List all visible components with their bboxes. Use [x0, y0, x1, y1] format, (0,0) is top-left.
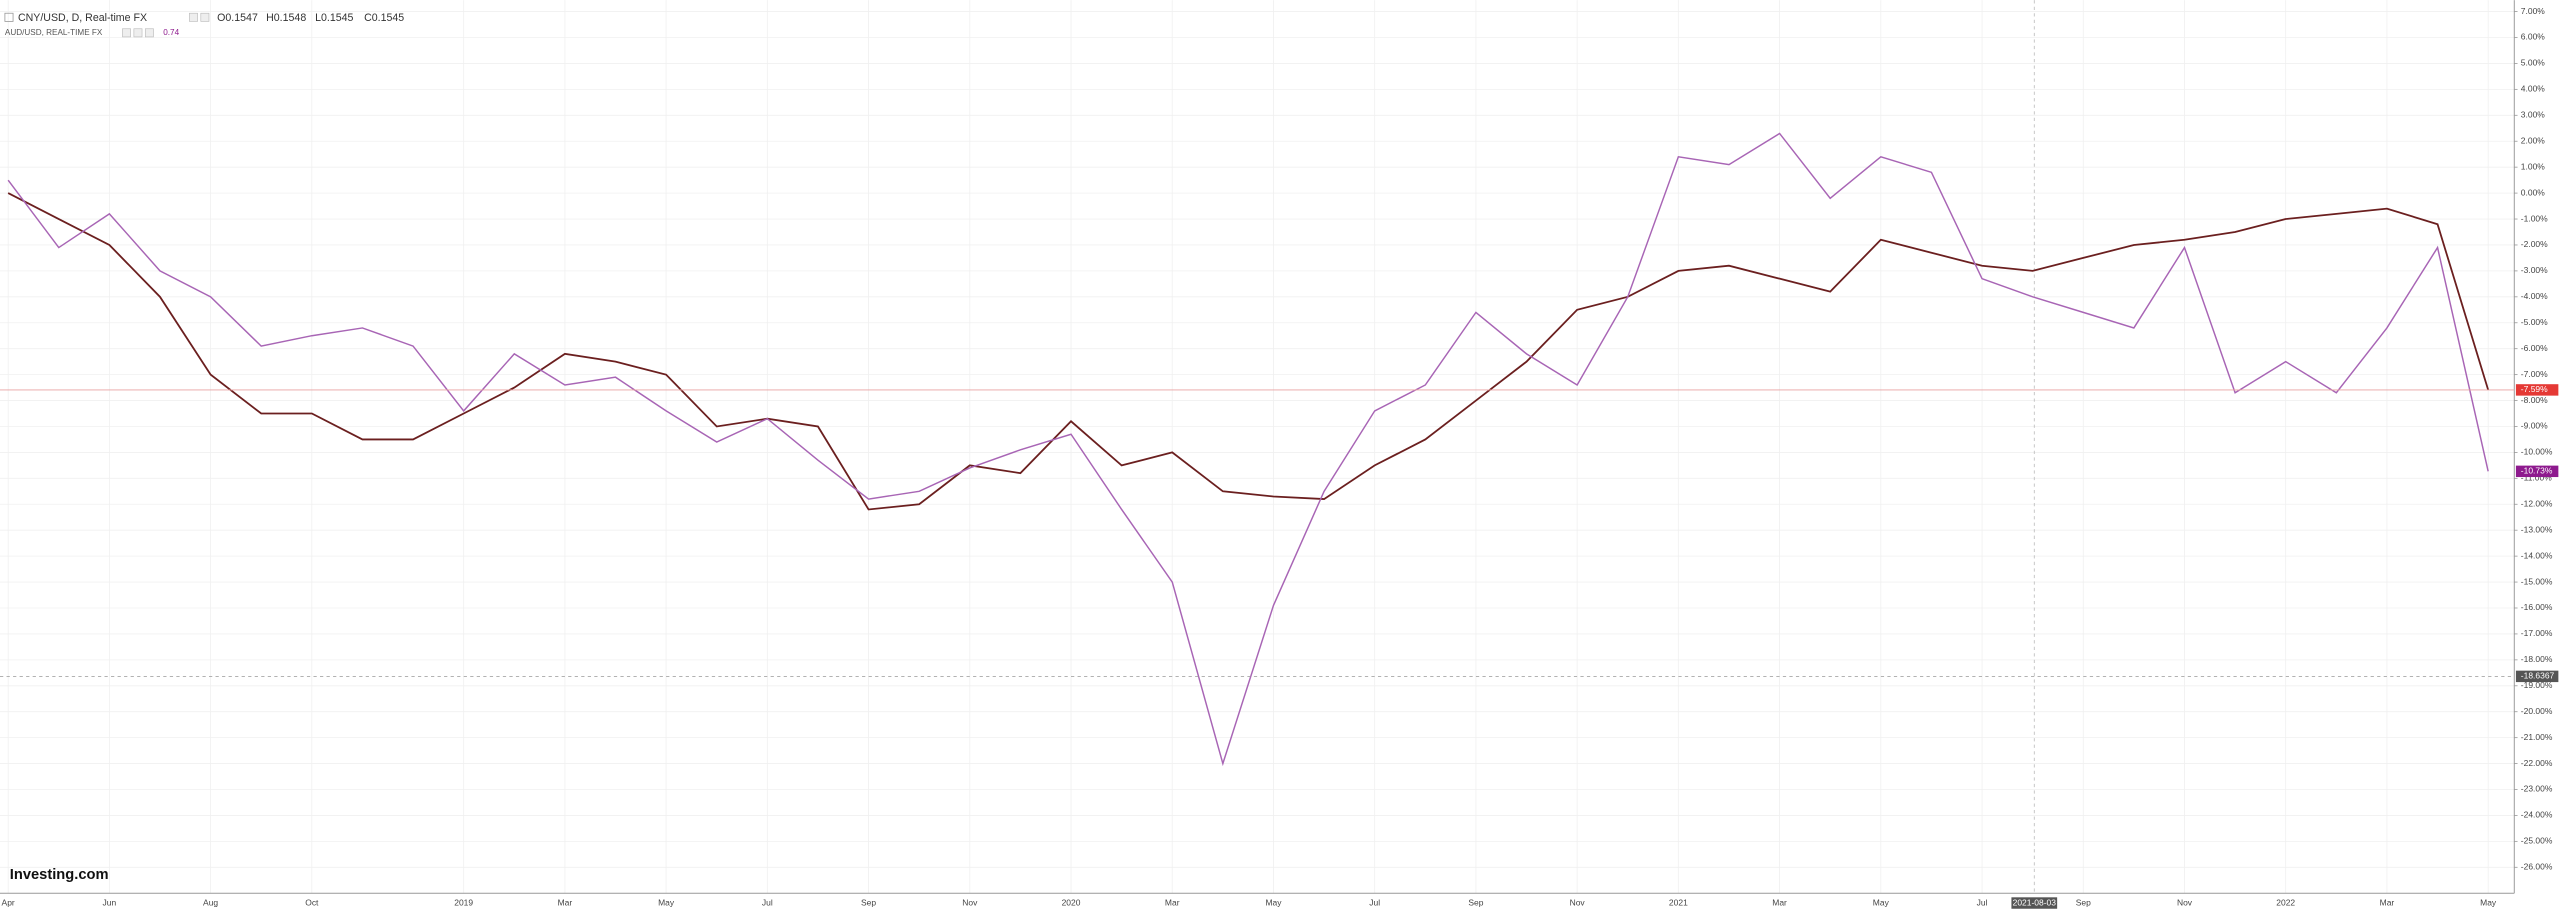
icon[interactable] — [200, 12, 210, 22]
series-line — [7, 132, 2489, 767]
y-tick-label: -22.00% — [2521, 758, 2553, 768]
symbol: CNY/USD, D, Real-time FX — [18, 12, 147, 24]
y-tick-label: 2.00% — [2521, 135, 2545, 145]
price-label: -7.59% — [2521, 384, 2548, 394]
x-tick-label: May — [2480, 897, 2497, 907]
compare-symbol: AUD/USD, REAL-TIME FX — [5, 28, 103, 37]
y-tick-label: -24.00% — [2521, 810, 2553, 820]
x-tick-label: 2022 — [2276, 897, 2295, 907]
x-tick-label: 2020 — [1062, 897, 1081, 907]
y-tick-label: -11.00% — [2521, 473, 2552, 483]
high: H0.1548 — [266, 12, 306, 24]
series-line — [7, 192, 2490, 511]
y-tick-label: -10.00% — [2521, 447, 2553, 457]
x-tick-label: Nov — [2177, 897, 2193, 907]
y-tick-label: -12.00% — [2521, 499, 2553, 509]
low: L0.1545 — [315, 12, 353, 24]
x-tick-label: Jul — [1977, 897, 1988, 907]
x-tick-label: Apr — [2, 897, 15, 907]
x-tick-label: Mar — [1165, 897, 1180, 907]
price-label: -10.73% — [2521, 466, 2553, 476]
x-tick-label: Oct — [305, 897, 319, 907]
logo: Investing.com — [10, 867, 109, 883]
y-tick-label: -19.00% — [2521, 680, 2553, 690]
y-tick-label: -18.00% — [2521, 654, 2553, 664]
y-tick-label: 5.00% — [2521, 58, 2545, 68]
x-tick-label: Sep — [2076, 897, 2091, 907]
y-tick-label: -6.00% — [2521, 343, 2548, 353]
y-tick-label: -15.00% — [2521, 576, 2553, 586]
y-tick-label: -5.00% — [2521, 317, 2548, 327]
y-tick-label: -25.00% — [2521, 836, 2553, 846]
y-tick-label: -2.00% — [2521, 239, 2548, 249]
y-tick-label: -23.00% — [2521, 784, 2553, 794]
y-tick-label: 7.00% — [2521, 6, 2545, 16]
x-tick-label: Aug — [203, 897, 218, 907]
collapse-icon[interactable] — [4, 12, 14, 22]
x-tick-label: Mar — [2380, 897, 2395, 907]
y-tick-label: 3.00% — [2521, 110, 2545, 120]
y-tick-label: -26.00% — [2521, 862, 2553, 872]
y-tick-label: -3.00% — [2521, 265, 2548, 275]
crosshair-date-box — [2011, 897, 2058, 909]
y-tick-label: -9.00% — [2521, 421, 2548, 431]
x-tick-label: 2019 — [454, 897, 473, 907]
x-tick-label: Jul — [1369, 897, 1380, 907]
price-label-box — [2515, 384, 2559, 396]
x-tick-label: Mar — [558, 897, 573, 907]
x-tick-label: Nov — [962, 897, 978, 907]
y-tick-label: 6.00% — [2521, 32, 2545, 42]
icon[interactable] — [189, 12, 198, 22]
y-tick-label: -21.00% — [2521, 732, 2553, 742]
y-tick-label: 0.00% — [2521, 187, 2545, 197]
x-tick-label: May — [1265, 897, 1282, 907]
y-tick-label: -13.00% — [2521, 524, 2553, 534]
crosshair-date: 2021-08-03 — [2013, 897, 2057, 907]
y-tick-label: -16.00% — [2521, 602, 2553, 612]
x-tick-label: Nov — [1570, 897, 1586, 907]
close: C0.1545 — [364, 12, 404, 24]
icon[interactable] — [144, 28, 154, 38]
y-tick-label: 1.00% — [2521, 161, 2545, 171]
y-tick-label: -17.00% — [2521, 628, 2553, 638]
y-tick-label: -7.00% — [2521, 369, 2548, 379]
grid — [0, 0, 2515, 894]
plot — [0, 0, 2515, 894]
price-label: -18.6367 — [2521, 671, 2555, 681]
x-tick-label: Jun — [103, 897, 117, 907]
y-tick-label: -20.00% — [2521, 706, 2553, 716]
price-label-box — [2515, 670, 2559, 683]
x-tick-label: Jul — [762, 897, 773, 907]
price-label-box — [2515, 465, 2559, 478]
compare-value: 0.74 — [163, 28, 179, 37]
x-tick-label: Sep — [861, 897, 876, 907]
x-tick-label: May — [658, 897, 675, 907]
open: O0.1547 — [217, 12, 258, 24]
x-tick-label: Sep — [1468, 897, 1483, 907]
y-tick-label: -4.00% — [2521, 291, 2548, 301]
x-tick-label: 2021 — [1669, 897, 1688, 907]
y-tick-label: -8.00% — [2521, 395, 2548, 405]
y-tick-label: -14.00% — [2521, 550, 2553, 560]
x-tick-label: May — [1873, 897, 1890, 907]
y-tick-label: -1.00% — [2521, 213, 2548, 223]
icon[interactable] — [122, 28, 131, 38]
x-tick-label: Mar — [1772, 897, 1787, 907]
y-tick-label: 4.00% — [2521, 84, 2545, 94]
icon[interactable] — [133, 28, 143, 38]
